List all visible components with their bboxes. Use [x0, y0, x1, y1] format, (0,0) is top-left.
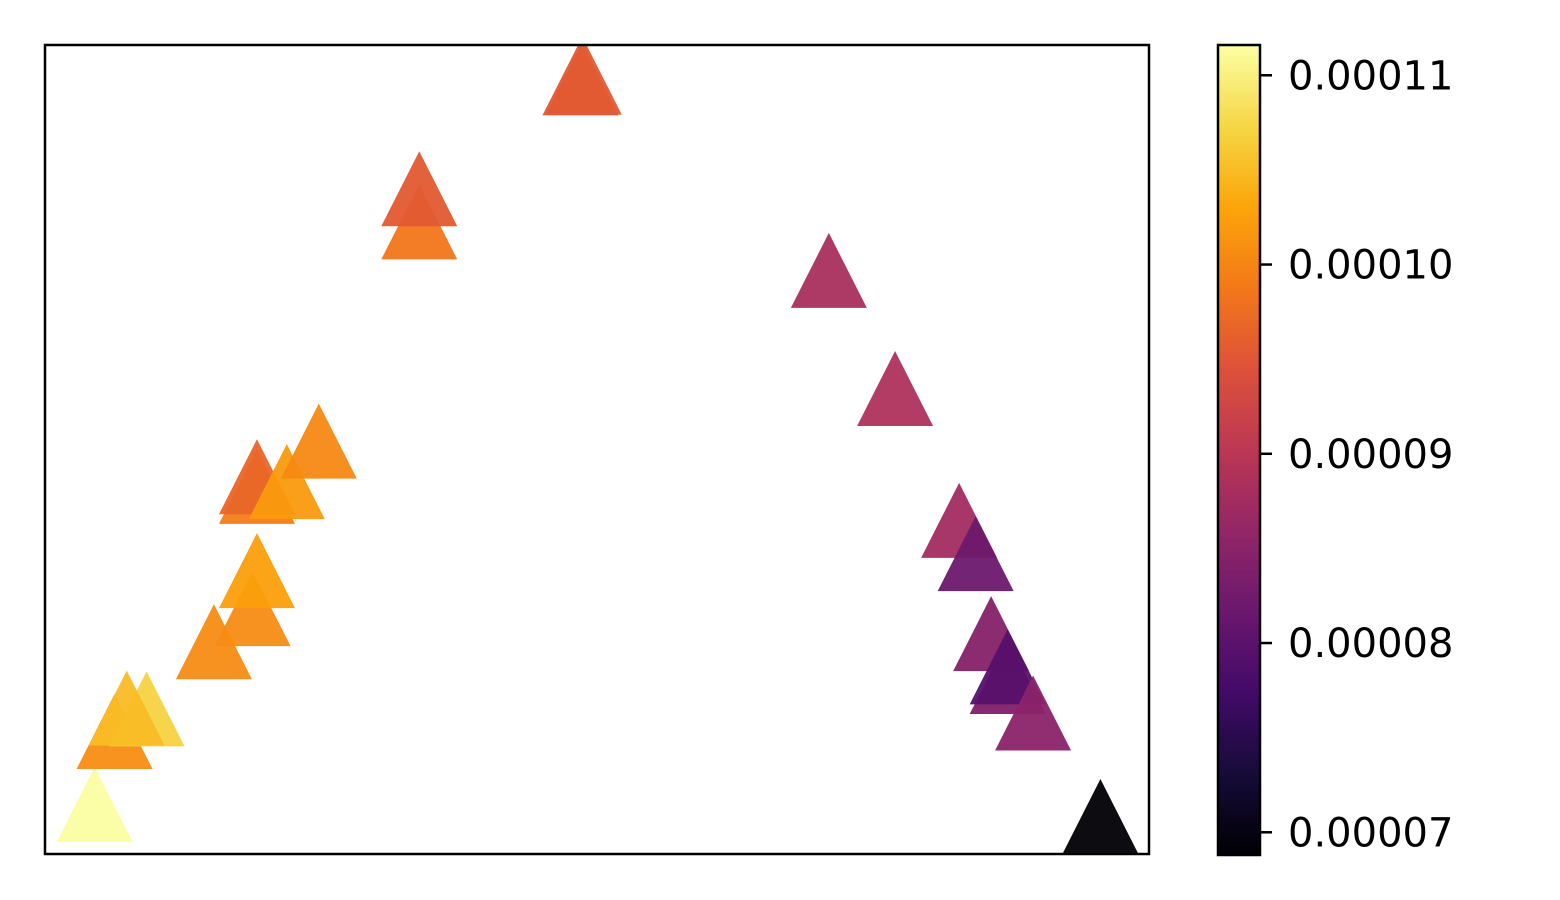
colorbar-tick-label: 0.00007 [1288, 810, 1453, 856]
scatter-point-17 [857, 351, 934, 427]
scatter-point-4 [88, 670, 165, 746]
colorbar-gradient [1218, 45, 1260, 855]
scatter-point-5 [175, 604, 252, 680]
scatter-markers [56, 45, 1139, 854]
colorbar: 0.00007 0.00008 0.00009 0.00010 0.00011 [1216, 43, 1453, 857]
scatter-point-1 [56, 766, 133, 842]
colorbar-tick-label: 0.00011 [1288, 53, 1453, 99]
scatter-point-23 [995, 675, 1072, 751]
colorbar-tick-label: 0.00010 [1288, 243, 1453, 289]
colorbar-ticks: 0.00007 0.00008 0.00009 0.00010 0.00011 [1260, 53, 1453, 856]
scatter-point-24 [1062, 779, 1139, 854]
scatter-point-11 [280, 403, 357, 479]
colorbar-frame [1216, 43, 1262, 857]
colorbar-tick-label: 0.00009 [1288, 432, 1453, 478]
colorbar-tick-label: 0.00008 [1288, 621, 1453, 667]
scatter-point-16 [790, 232, 867, 308]
scatter-point-22 [969, 629, 1046, 705]
plot-frame [43, 43, 1151, 856]
scatter-point-13 [381, 151, 458, 227]
scatter-point-6 [214, 571, 291, 647]
scatter-point-15 [545, 45, 622, 115]
scatter-point-19 [937, 516, 1014, 592]
scatter-point-7 [218, 533, 295, 609]
scatter-point-10 [248, 444, 325, 520]
